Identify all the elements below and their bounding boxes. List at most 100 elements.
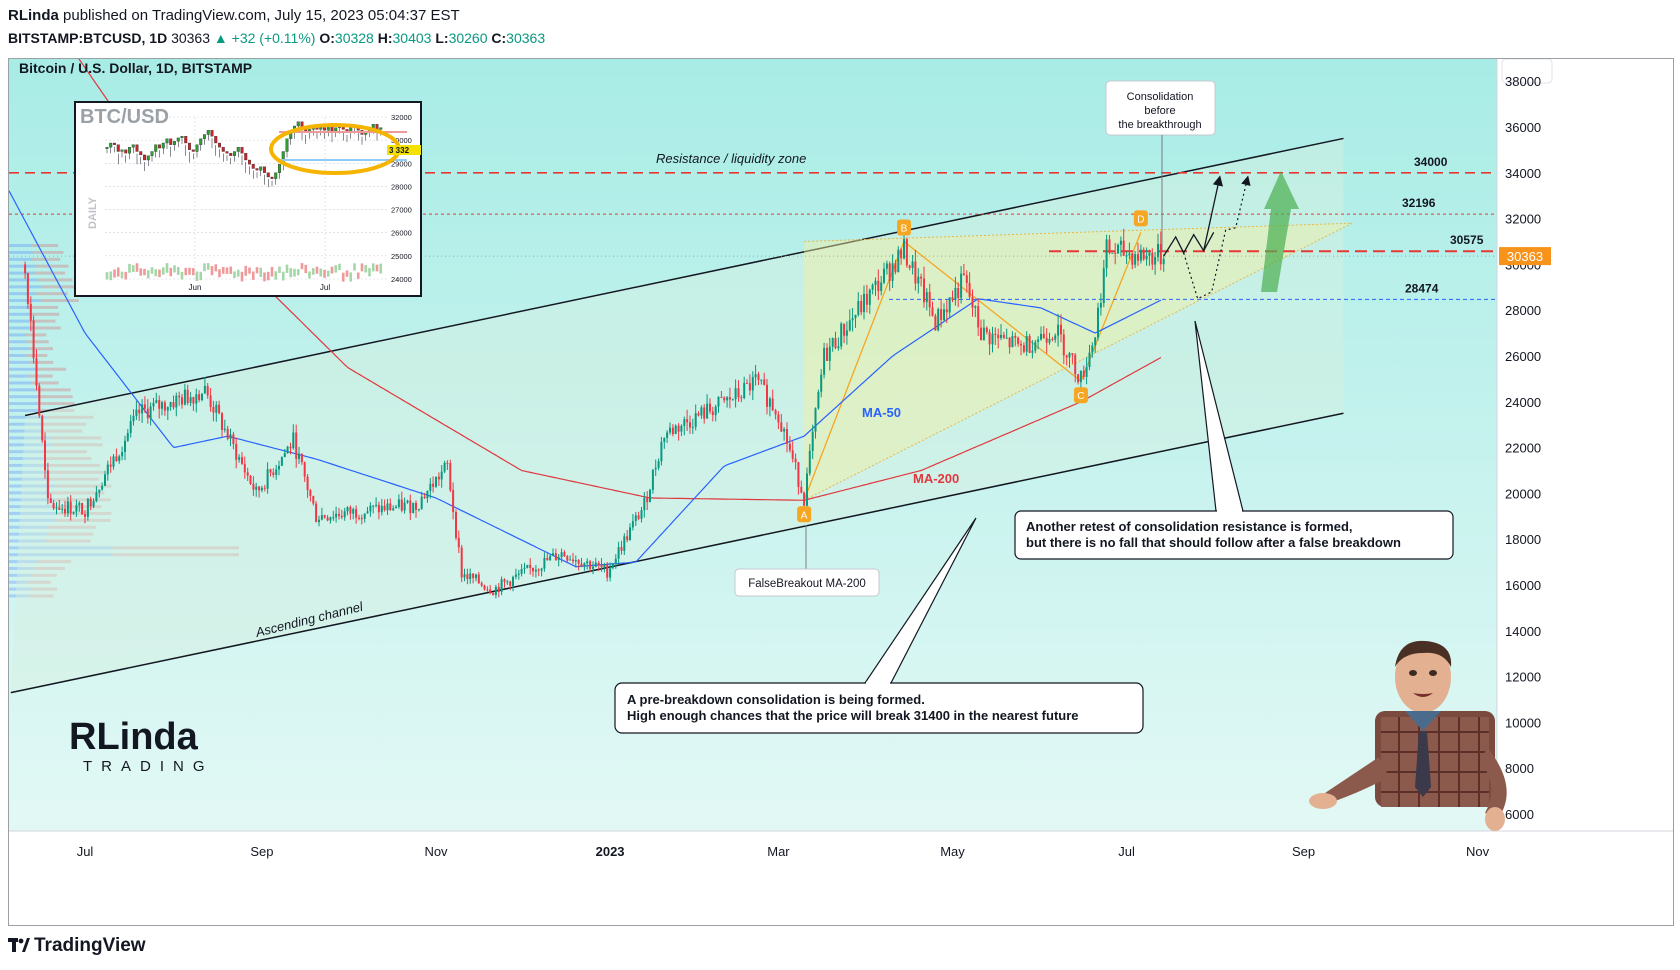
y-tick-label: 12000: [1505, 670, 1541, 685]
candle-body: [369, 505, 372, 512]
level-labels: 34000 32196 30575 28474 30363: [1402, 155, 1551, 295]
profile-bar-up: [9, 354, 27, 357]
profile-bar-down: [34, 271, 66, 275]
candle-body: [720, 397, 723, 398]
inset-volume-bar: [270, 266, 274, 277]
candle-body: [455, 511, 457, 538]
candle-body: [654, 467, 657, 470]
inset-volume-bar: [311, 268, 315, 275]
profile-bar-up: [9, 463, 50, 467]
inset-y-tick: 27000: [391, 206, 412, 215]
y-tick-label: 26000: [1505, 349, 1541, 364]
candle-body: [931, 307, 934, 316]
inset-volume-bar: [296, 269, 300, 276]
candle-body: [1091, 345, 1094, 353]
tradingview-footer[interactable]: TradingView: [8, 935, 146, 957]
candle-body: [497, 586, 500, 592]
profile-bar-up: [9, 518, 55, 522]
inset-volume-bar: [308, 271, 311, 279]
candle-body: [286, 446, 289, 454]
inset-y-tick: 26000: [391, 229, 412, 238]
candle-body: [1137, 254, 1139, 261]
candle-body: [897, 249, 900, 273]
inset-volume-bar: [285, 264, 289, 273]
inset-y-tick: 24000: [391, 275, 412, 284]
candle-body: [629, 527, 631, 541]
inset-volume-bar: [210, 266, 214, 276]
candle-body: [1062, 334, 1065, 356]
candle-body: [868, 289, 871, 305]
retest-line-2: but there is no fall that should follow …: [1026, 535, 1401, 550]
profile-bar-down: [34, 367, 67, 371]
consolidation-line-2: before: [1144, 105, 1175, 117]
candle-body: [788, 443, 791, 451]
inset-volume-bar: [236, 269, 240, 277]
candle-body: [674, 425, 677, 434]
inset-candle: [199, 138, 203, 145]
profile-bar-up: [9, 285, 42, 289]
candle-body: [743, 382, 746, 398]
ascending-channel: [10, 137, 1344, 694]
tradingview-logo-icon: [8, 938, 30, 952]
volume-profile: [9, 244, 239, 598]
candle-body: [32, 320, 35, 359]
candle-body: [974, 306, 977, 308]
candle-body: [1108, 239, 1111, 253]
chart-canvas[interactable]: A B C D Bitcoin / U.S. Dollar, 1D, BITSTAMP…: [9, 59, 1673, 925]
candle-body: [640, 510, 643, 519]
candle-body: [201, 393, 203, 401]
price-axis[interactable]: [1497, 59, 1673, 831]
profile-bar-up: [9, 244, 32, 248]
inset-candle: [218, 142, 221, 148]
candle-body: [957, 288, 960, 298]
candle-body: [865, 293, 868, 305]
profile-bar-up: [9, 333, 26, 337]
candle-body: [1002, 334, 1005, 338]
candle-body: [532, 567, 534, 572]
candle-body: [309, 490, 312, 496]
candle-body: [871, 284, 874, 290]
candle-body: [800, 486, 803, 493]
candle-body: [1114, 252, 1117, 254]
candle-body: [235, 443, 238, 460]
candle-body: [811, 431, 814, 451]
publisher-name[interactable]: RLinda: [8, 7, 59, 24]
candle-body: [238, 457, 241, 460]
price-axis-scale-button[interactable]: [1501, 59, 1553, 84]
profile-bar-down: [36, 388, 71, 392]
time-axis[interactable]: [9, 831, 1673, 925]
inset-candle: [131, 144, 135, 148]
candle-body: [826, 347, 828, 361]
candle-body: [469, 573, 472, 580]
inset-candle: [161, 142, 165, 149]
inset-candle: [233, 151, 236, 156]
chart-area[interactable]: A B C D Bitcoin / U.S. Dollar, 1D, BITSTAMP…: [8, 58, 1674, 926]
candle-body: [295, 432, 298, 459]
candle-body: [66, 501, 69, 514]
candle-body: [1082, 370, 1085, 377]
candle-body: [1099, 303, 1102, 308]
candle-body: [1065, 355, 1068, 358]
profile-bar-down: [37, 278, 73, 282]
candle-body: [905, 239, 908, 266]
candle-body: [312, 495, 315, 504]
candle-body: [794, 458, 797, 463]
inset-volume-bar: [173, 265, 176, 273]
candle-body: [149, 406, 152, 419]
candle-body: [823, 347, 826, 375]
inset-candle: [105, 147, 109, 149]
inset-volume-bar: [206, 263, 210, 270]
candle-body: [740, 397, 743, 399]
inset-candle: [206, 130, 210, 135]
candle-body: [1131, 253, 1134, 265]
profile-bar-down: [31, 244, 58, 248]
inset-volume-bar: [338, 263, 341, 270]
inset-volume-bar: [146, 270, 150, 279]
profile-bar-up: [9, 587, 31, 591]
candle-body: [951, 297, 954, 300]
candle-body: [415, 502, 417, 510]
candle-body: [186, 389, 189, 403]
inset-candle: [251, 164, 255, 169]
symbol-line: BITSTAMP:BTCUSD, 1D 30363 ▲ +32 (+0.11%)…: [8, 27, 545, 49]
x-tick-label: Sep: [1292, 844, 1315, 859]
